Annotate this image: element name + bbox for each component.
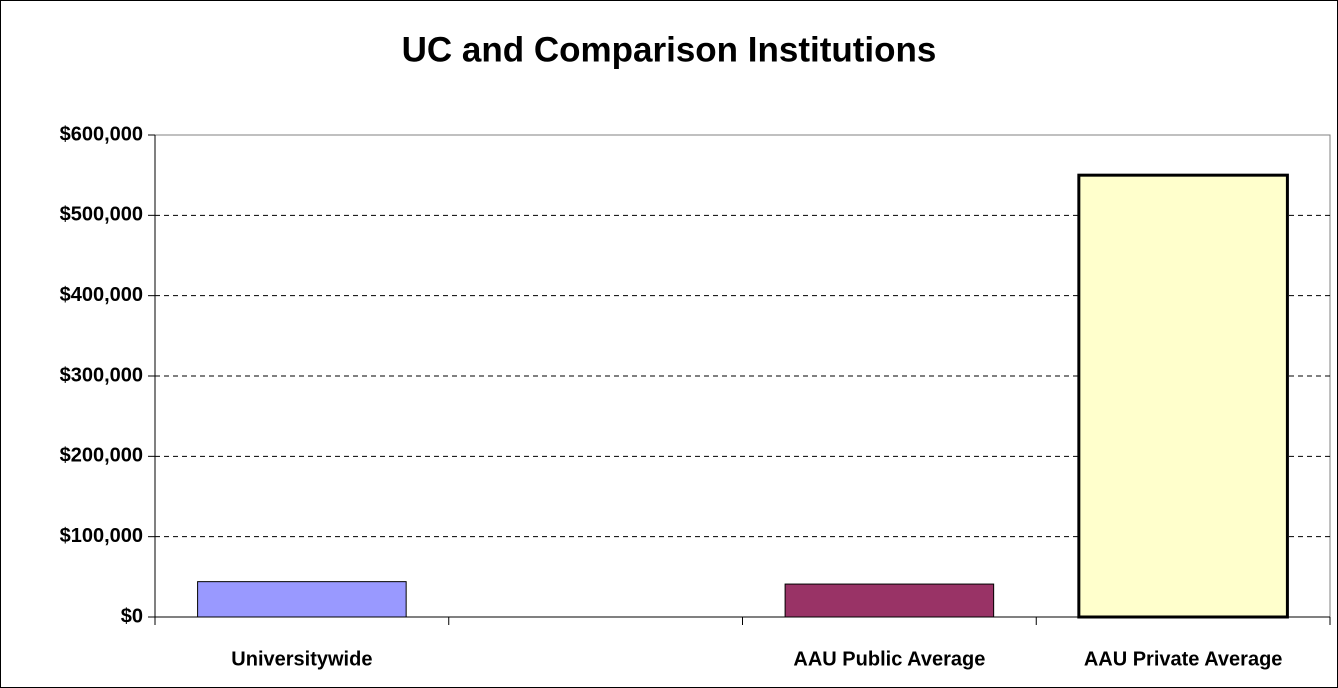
y-tick-label: $200,000: [60, 445, 143, 467]
bar: [197, 581, 407, 618]
bar: [1077, 173, 1289, 619]
x-tick-label: Universitywide: [231, 648, 372, 670]
y-tick-label: $300,000: [60, 364, 143, 386]
x-tick-label: AAU Private Average: [1084, 648, 1283, 670]
chart-title: UC and Comparison Institutions: [402, 30, 937, 69]
y-tick-label: $500,000: [60, 204, 143, 226]
y-tick-label: $100,000: [60, 525, 143, 547]
y-tick-label: $600,000: [60, 123, 143, 145]
y-tick-label: $0: [121, 605, 143, 627]
x-tick-label: AAU Public Average: [793, 648, 985, 670]
y-tick-label: $400,000: [60, 284, 143, 306]
bar: [784, 583, 995, 618]
